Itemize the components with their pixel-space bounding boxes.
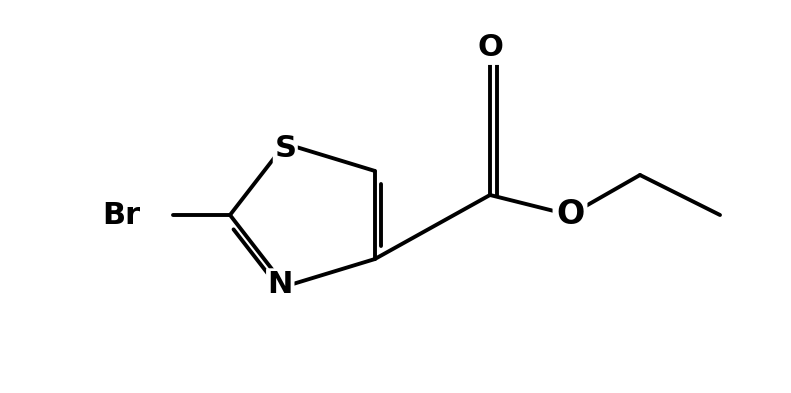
Text: O: O bbox=[477, 33, 503, 62]
Text: Br: Br bbox=[102, 200, 140, 230]
Text: S: S bbox=[274, 134, 297, 163]
Text: N: N bbox=[267, 270, 293, 299]
Text: O: O bbox=[556, 198, 584, 231]
